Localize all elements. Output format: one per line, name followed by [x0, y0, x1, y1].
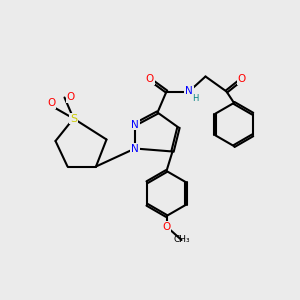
Text: S: S — [70, 113, 77, 124]
Text: N: N — [131, 119, 139, 130]
Text: O: O — [162, 221, 171, 232]
Text: N: N — [131, 143, 139, 154]
Text: CH₃: CH₃ — [173, 236, 190, 244]
Text: N: N — [185, 86, 193, 97]
Text: O: O — [47, 98, 55, 109]
Text: H: H — [192, 94, 199, 103]
Text: O: O — [66, 92, 75, 103]
Text: O: O — [237, 74, 246, 85]
Text: O: O — [146, 74, 154, 85]
